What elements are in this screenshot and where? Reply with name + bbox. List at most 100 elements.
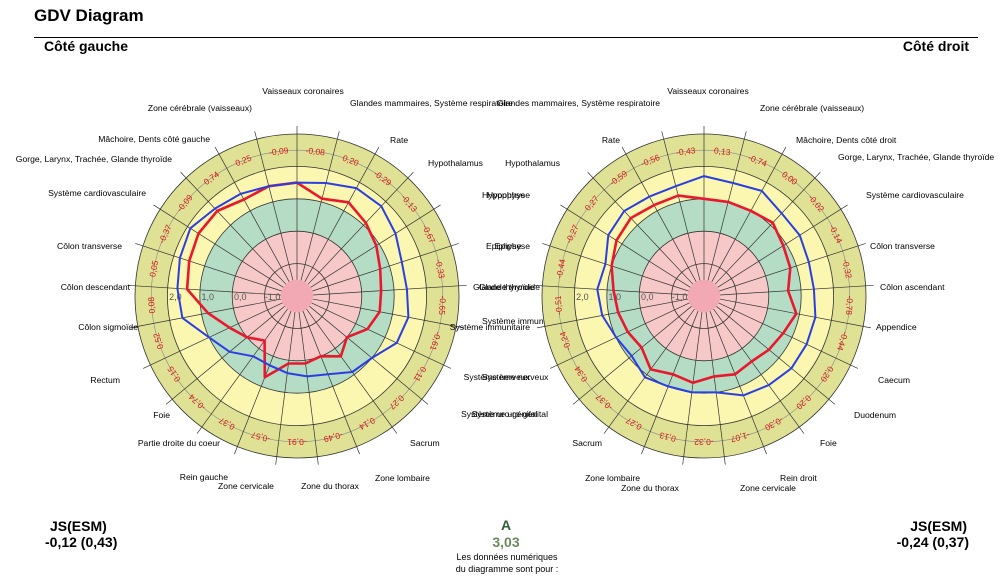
radar-category-label: Système uro-génital bbox=[461, 409, 538, 419]
radar-category-label: Vaisseaux coronaires bbox=[262, 86, 344, 96]
radar-sector-value: 0,52 bbox=[151, 331, 166, 350]
data-note: Les données numériques du diagramme sont… bbox=[440, 551, 574, 575]
radar-spoke bbox=[536, 298, 689, 329]
radar-category-label: Système nerveux bbox=[482, 372, 549, 382]
radar-category-label: Côlon ascendant bbox=[880, 282, 945, 292]
radar-category-label: Hypophyse bbox=[482, 190, 525, 200]
radar-spoke bbox=[587, 171, 694, 285]
radar-series-line bbox=[176, 181, 410, 378]
radar-spoke bbox=[312, 243, 459, 292]
radar-series-line bbox=[610, 194, 798, 385]
right-side-title: Côté droit bbox=[902, 38, 969, 54]
radar-spoke bbox=[180, 171, 287, 285]
radar-category-label: Vaisseaux coronaires bbox=[667, 86, 749, 96]
radar-category-label: Foie bbox=[820, 438, 837, 448]
radar-spoke bbox=[309, 306, 429, 405]
data-note-line-1: Les données numériques bbox=[456, 552, 558, 562]
radar-spoke bbox=[304, 146, 380, 282]
center-label: A bbox=[500, 517, 512, 533]
radar-category-label: Système immunitaire bbox=[450, 322, 530, 332]
radar-sector-value: -0,57 bbox=[250, 430, 272, 445]
radar-category-label: Côlon descendant bbox=[61, 282, 131, 292]
radar-sector-value: 0,08 bbox=[146, 296, 157, 313]
radar-category-label: Sacrum bbox=[572, 438, 602, 448]
radar-scale-label: 0,0 bbox=[234, 292, 247, 302]
radar-scale-label: 0,0 bbox=[641, 292, 654, 302]
radar-sector-value: 0,13 bbox=[658, 430, 677, 444]
radar-sector-value: -0,32 bbox=[840, 258, 854, 279]
radar-spoke bbox=[719, 243, 866, 292]
radar-category-label: Rate bbox=[390, 135, 408, 145]
radar-category-label: Zone cérébrale (vaisseaux) bbox=[148, 103, 252, 113]
radar-scale-label: 2,0 bbox=[169, 292, 182, 302]
radar-spoke bbox=[711, 146, 787, 282]
radar-category-label: Côlon transverse bbox=[57, 241, 122, 251]
radar-category-label: Zone du thorax bbox=[621, 483, 680, 493]
radar-category-label: Sacrum bbox=[410, 438, 440, 448]
radar-spoke bbox=[714, 171, 821, 285]
radar-category-label: Appendice bbox=[876, 322, 917, 332]
right-stats-label: JS(ESM) bbox=[910, 518, 967, 534]
radar-category-label: Rectum bbox=[90, 375, 120, 385]
page-title: GDV Diagram bbox=[34, 6, 144, 25]
radar-spoke bbox=[302, 310, 360, 455]
radar-spoke bbox=[707, 131, 747, 281]
radar-category-label: Système uro-génital bbox=[472, 409, 549, 419]
right-stats-value: -0,24 (0,37) bbox=[896, 534, 969, 550]
radar-sector-value: -0,78 bbox=[844, 295, 855, 315]
radar-sector-value: 0,05 bbox=[147, 259, 160, 277]
radar-category-label: Mâchoire, Dents côté gauche bbox=[98, 134, 210, 144]
radar-spoke bbox=[621, 146, 697, 282]
radar-category-label: Zone lombaire bbox=[585, 473, 640, 483]
radar-category-label: Caecum bbox=[878, 375, 910, 385]
radar-sector-value: -0,32 bbox=[694, 437, 714, 447]
radar-spoke bbox=[127, 284, 281, 296]
radar-spoke bbox=[661, 131, 701, 281]
radar-sector-value: -0,44 bbox=[554, 258, 568, 279]
radar-spoke bbox=[603, 308, 695, 434]
radar-spoke bbox=[312, 298, 465, 329]
radar-spoke bbox=[709, 310, 767, 455]
radar-category-label: Système immunitaire bbox=[482, 316, 562, 326]
title-rule bbox=[34, 37, 978, 38]
radar-spoke bbox=[311, 302, 451, 369]
radar-sector-value: -0,08 bbox=[305, 145, 326, 157]
radar-category-label: Glandes mammaires, Système respiratoire bbox=[350, 98, 513, 108]
radar-sector-value: 0,13 bbox=[713, 145, 731, 157]
radar-category-label: Hypothalamus bbox=[505, 158, 560, 168]
radar-sector-value: -0,43 bbox=[675, 145, 696, 157]
radar-category-label: Epiphyse bbox=[495, 241, 531, 251]
radar-spoke bbox=[298, 312, 319, 465]
radar-spoke bbox=[300, 131, 340, 281]
left-stats-value: -0,12 (0,43) bbox=[45, 534, 118, 550]
radar-spoke bbox=[713, 308, 805, 434]
radar-chart-left: 2,0 1,0 0,0 -1,0-0,080,20-0,29-0,13-0,67-0,… bbox=[16, 86, 563, 491]
radar-center bbox=[687, 279, 721, 313]
radar-category-label: Hypophyse bbox=[487, 190, 530, 200]
radar-category-label: Côlon sigmoïde bbox=[78, 322, 138, 332]
radar-category-label: Zone du thorax bbox=[301, 481, 360, 491]
radar-spoke bbox=[560, 204, 691, 288]
radar-category-label: Zone cérébrale (vaisseaux) bbox=[760, 103, 864, 113]
radar-category-label: Foie bbox=[153, 410, 170, 420]
radar-category-label: Rate bbox=[602, 135, 620, 145]
radar-spoke bbox=[275, 312, 296, 465]
radar-category-label: Partie droite du coeur bbox=[138, 438, 220, 448]
radar-center bbox=[280, 279, 314, 313]
radar-category-label: Epiphyse bbox=[486, 241, 522, 251]
radar-scale-label: -1,0 bbox=[265, 292, 281, 302]
radar-category-label: Hypothalamus bbox=[428, 158, 483, 168]
radar-category-label: Glande thyroïde bbox=[479, 282, 540, 292]
radar-sector-value: -0,33 bbox=[433, 258, 447, 279]
left-side-title: Côté gauche bbox=[44, 38, 129, 54]
radar-category-label: Duodenum bbox=[854, 410, 896, 420]
radar-category-label: Système cardiovasculaire bbox=[48, 188, 146, 198]
radar-sector-value: -0,09 bbox=[268, 145, 289, 157]
radar-series-line bbox=[596, 175, 817, 397]
radar-sector-value: -0,65 bbox=[437, 295, 448, 315]
radar-category-label: Côlon transverse bbox=[870, 241, 935, 251]
radar-scale-label: 1,0 bbox=[202, 292, 215, 302]
radar-sector-value: -1,07 bbox=[729, 430, 751, 445]
radar-scale-label: 2,0 bbox=[576, 292, 589, 302]
radar-category-label: Glande thyroïde bbox=[473, 282, 534, 292]
